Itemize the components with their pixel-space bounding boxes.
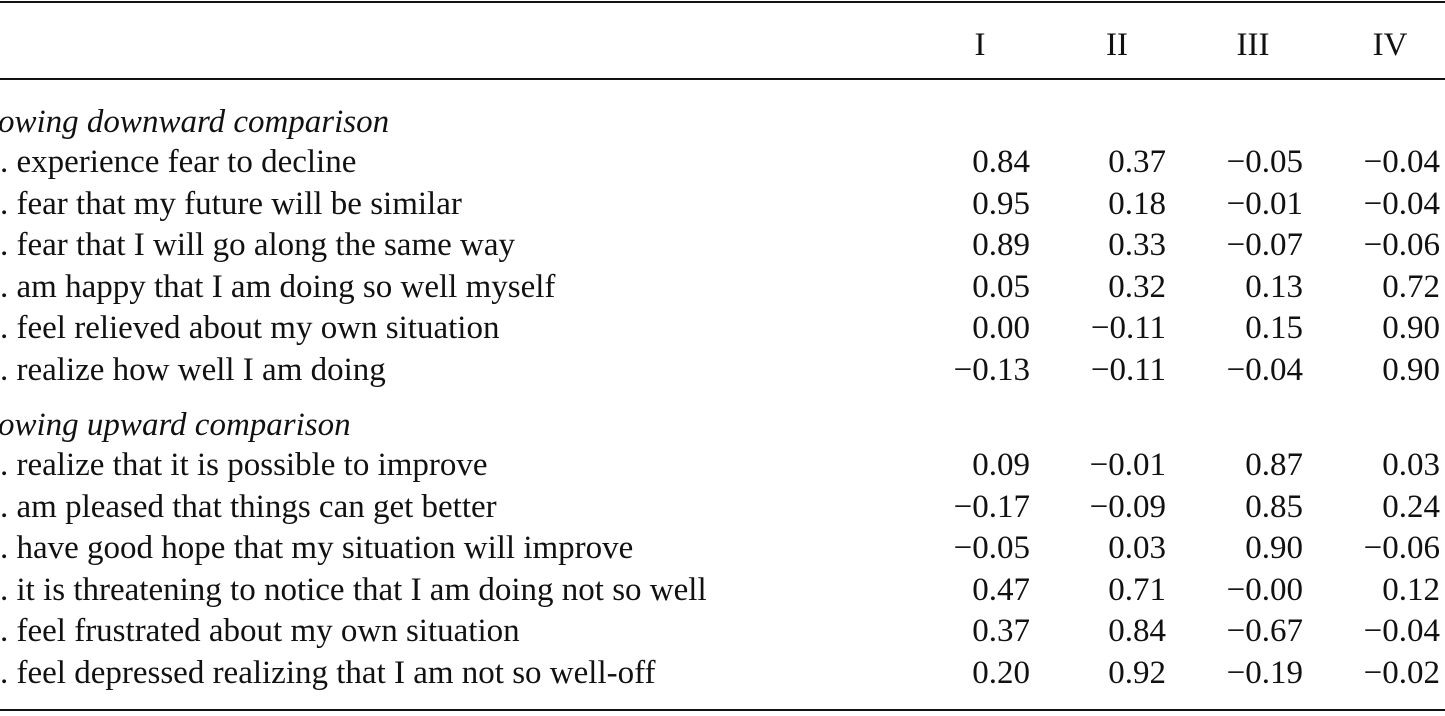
cell-value: −0.05 xyxy=(953,530,1030,566)
cell-value: 0.03 xyxy=(1382,447,1440,483)
cell-value: 0.13 xyxy=(1245,268,1303,305)
column-header: III xyxy=(1236,27,1270,63)
column-header: IV xyxy=(1372,27,1408,63)
cell-value: 0.03 xyxy=(1108,530,1166,566)
cell-value: 0.89 xyxy=(972,227,1030,263)
row-label: . feel depressed realizing that I am not… xyxy=(0,654,656,691)
cell-value: 0.24 xyxy=(1382,488,1440,525)
cell-value: −0.06 xyxy=(1363,530,1440,566)
cell-value: −0.06 xyxy=(1363,227,1440,263)
cell-value: 0.90 xyxy=(1382,351,1440,388)
row-label: . am happy that I am doing so well mysel… xyxy=(0,268,556,305)
cell-value: 0.20 xyxy=(972,654,1030,691)
cell-value: 0.95 xyxy=(972,185,1030,222)
cell-value: −0.01 xyxy=(1226,185,1303,222)
cell-value: 0.90 xyxy=(1382,310,1440,346)
cell-value: −0.19 xyxy=(1226,654,1303,691)
cell-value: −0.11 xyxy=(1090,310,1166,346)
top-rule xyxy=(0,1,1445,3)
cell-value: 0.87 xyxy=(1245,447,1303,483)
cell-value: 0.71 xyxy=(1108,571,1166,608)
cell-value: 0.12 xyxy=(1382,571,1440,608)
row-label: . feel frustrated about my own situation xyxy=(0,613,520,649)
header-rule xyxy=(0,78,1445,80)
row-label: . fear that I will go along the same way xyxy=(0,227,515,263)
row-label: . experience fear to decline xyxy=(0,144,357,180)
cell-value: 0.90 xyxy=(1245,530,1303,566)
cell-value: −0.05 xyxy=(1226,144,1303,180)
cell-value: −0.00 xyxy=(1226,571,1303,608)
cell-value: 0.85 xyxy=(1245,488,1303,525)
bottom-rule xyxy=(0,709,1445,711)
cell-value: 0.09 xyxy=(972,447,1030,483)
cell-value: −0.04 xyxy=(1363,185,1440,222)
cell-value: 0.33 xyxy=(1108,227,1166,263)
cell-value: 0.32 xyxy=(1108,268,1166,305)
cell-value: −0.02 xyxy=(1363,654,1440,691)
cell-value: −0.09 xyxy=(1089,488,1166,525)
row-label: . realize that it is possible to improve xyxy=(0,447,488,483)
cell-value: −0.17 xyxy=(953,488,1030,525)
section-title: owing upward comparison xyxy=(0,407,351,443)
column-header: II xyxy=(1106,27,1128,63)
cell-value: 0.92 xyxy=(1108,654,1166,691)
cell-value: 0.37 xyxy=(1108,144,1166,180)
row-label: . fear that my future will be similar xyxy=(0,185,462,222)
cell-value: 0.15 xyxy=(1245,310,1303,346)
row-label: . am pleased that things can get better xyxy=(0,488,497,525)
cell-value: −0.67 xyxy=(1226,613,1303,649)
cell-value: 0.84 xyxy=(972,144,1030,180)
row-label: . realize how well I am doing xyxy=(0,351,386,388)
section-title: owing downward comparison xyxy=(0,104,390,140)
cell-value: −0.07 xyxy=(1226,227,1303,263)
cell-value: −0.04 xyxy=(1363,144,1440,180)
cell-value: −0.11 xyxy=(1090,351,1166,388)
cell-value: 0.18 xyxy=(1108,185,1166,222)
column-header: I xyxy=(974,27,986,63)
cell-value: 0.72 xyxy=(1382,268,1440,305)
row-label: . feel relieved about my own situation xyxy=(0,310,500,346)
cell-value: 0.47 xyxy=(972,571,1030,608)
cell-value: 0.84 xyxy=(1108,613,1166,649)
cell-value: −0.04 xyxy=(1363,613,1440,649)
cell-value: 0.00 xyxy=(972,310,1030,346)
cell-value: −0.13 xyxy=(953,351,1030,388)
cell-value: 0.37 xyxy=(972,613,1030,649)
cell-value: 0.05 xyxy=(972,268,1030,305)
row-label: . have good hope that my situation will … xyxy=(0,530,634,566)
row-label: . it is threatening to notice that I am … xyxy=(0,571,707,608)
cell-value: −0.04 xyxy=(1226,351,1303,388)
cell-value: −0.01 xyxy=(1089,447,1166,483)
